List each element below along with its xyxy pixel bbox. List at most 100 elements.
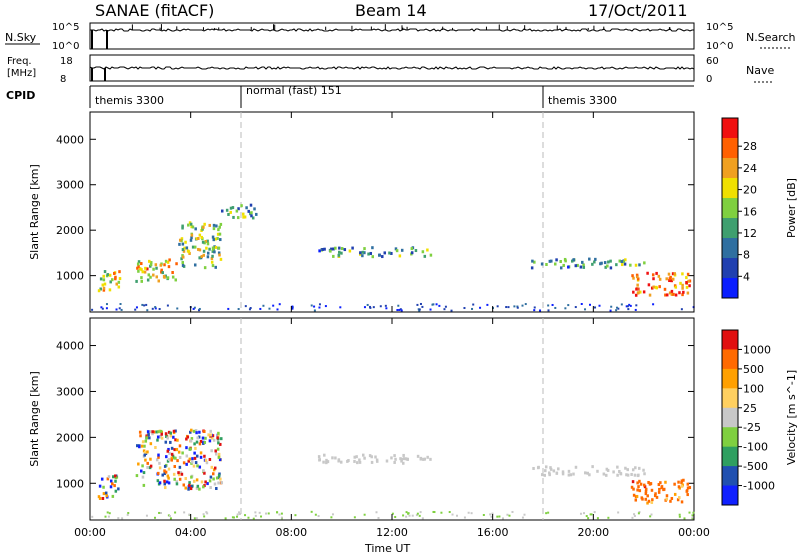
echo-cell (191, 245, 195, 249)
echo-cell (143, 270, 147, 274)
echo-cell (102, 492, 106, 496)
echo-cell (686, 482, 690, 486)
echo-cell (255, 212, 258, 216)
echo-cell (174, 438, 177, 442)
echo-cell (626, 468, 629, 472)
echo-cell (208, 247, 211, 251)
echo-cell (363, 306, 366, 309)
echo-cell (513, 305, 516, 308)
echo-cell (523, 513, 526, 516)
echo-cell (195, 431, 198, 435)
x-axis-label: Time UT (364, 542, 410, 554)
echo-cell (325, 461, 328, 465)
echo-cell (620, 263, 624, 267)
echo-cell (574, 264, 578, 268)
echo-cell (203, 266, 207, 270)
echo-cell (161, 473, 164, 477)
echo-cell (673, 482, 676, 486)
echo-cell (244, 305, 247, 308)
echo-cell (254, 511, 257, 514)
echo-cell (549, 466, 552, 470)
echo-cell (200, 235, 204, 239)
echo-cell (324, 305, 327, 308)
echo-cell (674, 285, 678, 289)
echo-cell (634, 466, 637, 470)
echo-cell (280, 516, 283, 519)
echo-cell (147, 273, 151, 277)
echo-cell (385, 307, 388, 310)
echo-cell (630, 472, 633, 476)
echo-cell (276, 511, 279, 514)
echo-cell (117, 517, 120, 520)
echo-cell (251, 216, 255, 220)
echo-cell (664, 293, 667, 297)
echo-cell (190, 225, 193, 229)
x-tick-label: 00:00 (678, 526, 710, 539)
echo-cell (203, 471, 206, 475)
colorbar-swatch (722, 349, 738, 370)
echo-cell (540, 262, 544, 266)
echo-cell (637, 291, 640, 295)
echo-cell (678, 513, 681, 516)
echo-cell (383, 251, 387, 255)
echo-cell (149, 275, 152, 279)
echo-cell (587, 517, 590, 520)
x-tick-label: 20:00 (577, 526, 609, 539)
echo-cell (219, 477, 222, 481)
echo-cell (111, 494, 115, 498)
echo-cell (605, 467, 609, 471)
echo-cell (100, 306, 103, 309)
echo-cell (141, 464, 144, 468)
echo-cell (634, 293, 638, 297)
echo-cell (207, 433, 210, 437)
echo-cell (680, 484, 684, 488)
echo-cell (421, 250, 425, 254)
echo-cell (211, 436, 214, 440)
echo-cell (165, 480, 169, 484)
echo-cell (654, 492, 657, 496)
echo-cell (111, 278, 114, 282)
echo-cell (159, 429, 163, 433)
echo-cell (136, 444, 139, 448)
echo-cell (471, 307, 474, 310)
echo-cell (620, 260, 624, 264)
echo-cell (206, 512, 209, 515)
echo-cell (582, 263, 585, 267)
echo-cell (262, 304, 265, 307)
echo-cell (346, 459, 349, 463)
echo-cell (615, 306, 618, 309)
colorbar-swatch (722, 427, 738, 448)
echo-cell (610, 305, 613, 308)
echo-cell (539, 309, 542, 312)
echo-cell (183, 246, 186, 250)
echo-cell (590, 513, 593, 516)
echo-cell (673, 492, 677, 496)
echo-cell (232, 215, 235, 219)
echo-cell (156, 438, 159, 442)
echo-cell (206, 239, 209, 243)
colorbar-swatch (722, 118, 738, 139)
echo-cell (348, 249, 352, 253)
echo-cell (521, 516, 524, 519)
echo-cell (569, 473, 573, 477)
echo-cell (276, 308, 279, 311)
echo-cell (325, 458, 328, 462)
echo-cell (313, 309, 316, 312)
echo-cell (329, 249, 332, 253)
echo-cell (202, 440, 205, 444)
echo-cell (192, 464, 196, 468)
y-axis-label: Slant Range [km] (28, 164, 41, 260)
echo-cell (166, 260, 170, 264)
freq-trace (89, 66, 695, 81)
echo-cell (665, 494, 669, 498)
y-tick-label: 2000 (56, 431, 84, 444)
echo-cell (190, 236, 193, 240)
echo-cell (677, 480, 680, 484)
echo-cell (418, 514, 421, 517)
echo-cell (114, 476, 118, 480)
echo-cell (323, 247, 326, 251)
y-tick-label: 3000 (56, 179, 84, 192)
echo-cell (217, 228, 220, 232)
echo-cell (139, 434, 142, 438)
